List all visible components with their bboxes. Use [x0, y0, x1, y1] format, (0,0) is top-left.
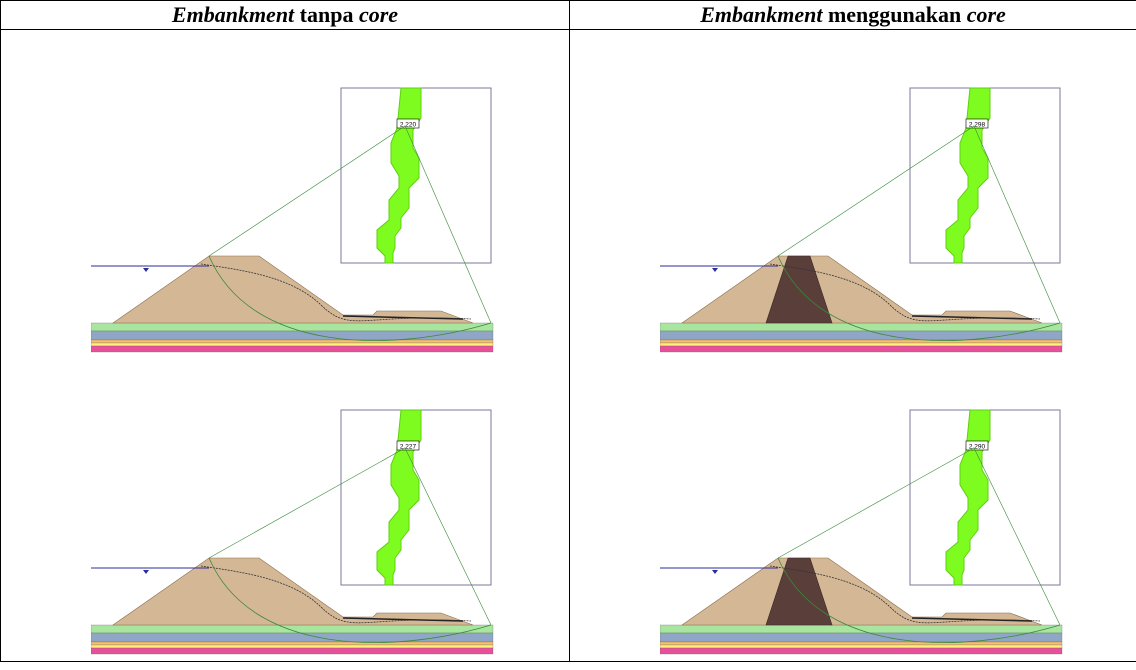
soil-layer — [660, 625, 1062, 633]
header-text: tanpa — [294, 2, 359, 27]
soil-layer — [660, 346, 1062, 352]
soil-layer — [91, 625, 493, 633]
soil-layer — [660, 645, 1062, 648]
header-text: menggunakan — [822, 2, 966, 27]
water-level-marker — [712, 570, 718, 574]
soil-layer — [660, 648, 1062, 654]
figure-group: 2.220 — [91, 88, 493, 352]
soil-layer — [660, 633, 1062, 642]
figure-group: 2.290 — [660, 410, 1062, 654]
cell-with-core: 2.298 2.290 — [570, 30, 1136, 662]
soil-layer — [660, 340, 1062, 343]
header-term: core — [967, 2, 1006, 27]
water-level-marker — [143, 570, 149, 574]
soil-layer — [660, 331, 1062, 340]
figure-group: 2.227 — [91, 410, 493, 654]
water-level-marker — [712, 268, 718, 272]
soil-layer — [91, 648, 493, 654]
column-header-with-core: Embankment menggunakan core — [570, 1, 1136, 30]
stability-figure: 2.220 — [91, 58, 501, 368]
stability-figure: 2.227 — [91, 380, 501, 670]
soil-layer — [91, 331, 493, 340]
soil-layer — [660, 642, 1062, 645]
column-header-no-core: Embankment tanpa core — [1, 1, 570, 30]
soil-layer — [91, 340, 493, 343]
stability-figure: 2.298 — [660, 58, 1070, 368]
header-term: core — [359, 2, 398, 27]
soil-layer — [660, 343, 1062, 346]
header-term: Embankment — [172, 2, 294, 27]
soil-layer — [91, 323, 493, 331]
water-level-marker — [143, 268, 149, 272]
cell-no-core: 2.220 2.227 — [1, 30, 570, 662]
soil-layer — [91, 346, 493, 352]
soil-layer — [91, 343, 493, 346]
soil-layer — [91, 642, 493, 645]
soil-layer — [91, 645, 493, 648]
stability-figure: 2.290 — [660, 380, 1070, 670]
header-term: Embankment — [700, 2, 822, 27]
soil-layer — [660, 323, 1062, 331]
soil-layer — [91, 633, 493, 642]
figure-group: 2.298 — [660, 88, 1062, 352]
